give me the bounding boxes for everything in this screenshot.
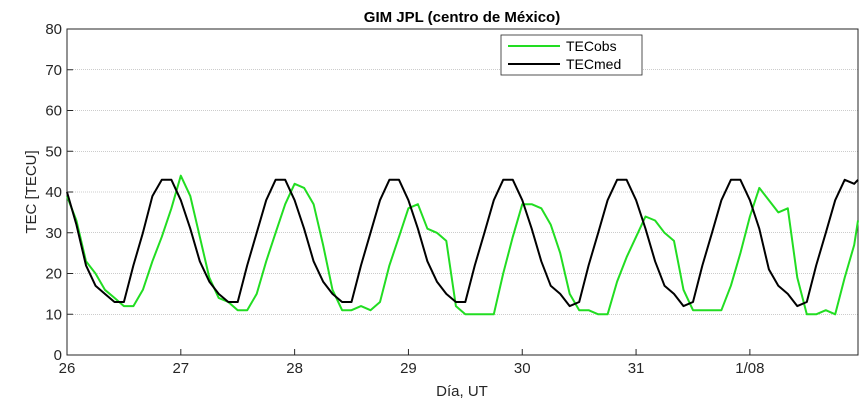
y-tick-labels: 0 10 20 30 40 50 60 70 80 [45,21,62,364]
x-axis-label: Día, UT [436,383,488,400]
y-tick-label: 30 [45,225,62,242]
y-tick-label: 0 [54,347,62,364]
legend-box [500,34,643,76]
x-tick-label: 31 [628,360,645,377]
x-tick-labels: 26 27 28 29 30 31 1/08 [59,360,765,377]
y-tick-label: 20 [45,266,62,283]
chart-title: GIM JPL (centro de México) [364,9,560,26]
x-tick-label: 30 [514,360,531,377]
legend-label-tecmed: TECmed [566,56,621,72]
tick-marks [66,28,751,356]
series-layer [66,174,859,316]
y-tick-label: 50 [45,143,62,160]
y-tick-label: 40 [45,184,62,201]
x-tick-label: 28 [286,360,303,377]
y-tick-label: 70 [45,62,62,79]
legend-label-tecobs: TECobs [566,38,617,54]
gridlines [67,69,858,315]
y-tick-label: 80 [45,21,62,38]
y-tick-label: 60 [45,103,62,120]
series-line-tecobs [66,174,859,316]
legend: TECobs TECmed [500,34,643,76]
x-tick-label: 27 [172,360,189,377]
x-tick-label: 29 [400,360,417,377]
x-tick-label: 26 [59,360,76,377]
y-tick-label: 10 [45,306,62,323]
x-tick-label: 1/08 [735,360,764,377]
series-line-tecmed [66,178,859,308]
y-axis-label: TEC [TECU] [23,150,40,233]
